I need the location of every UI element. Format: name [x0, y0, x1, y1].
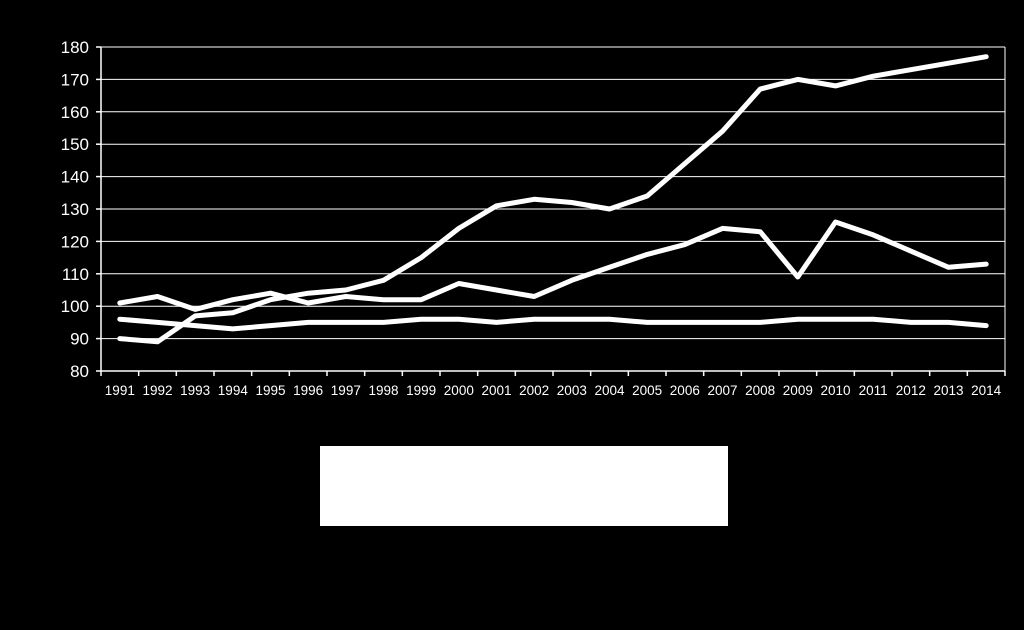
x-tick-label: 2012: [896, 383, 926, 398]
axes: [96, 46, 1006, 376]
x-tick-label: 2014: [971, 383, 1002, 398]
y-tick-label: 90: [70, 330, 89, 349]
x-tick-label: 1996: [293, 383, 323, 398]
y-tick-label: 170: [61, 70, 89, 89]
y-axis-tick-labels: 80 90 100 110 120 130 140 150 160 170 180: [61, 38, 89, 381]
x-tick-label: 1998: [368, 383, 398, 398]
x-tick-label: 2002: [519, 383, 549, 398]
x-tick-label: 2003: [557, 383, 587, 398]
x-tick-label: 2011: [859, 383, 888, 398]
y-tick-label: 130: [61, 200, 89, 219]
x-tick-label: 2007: [707, 383, 737, 398]
y-tick-label: 140: [61, 168, 89, 187]
x-tick-label: 2006: [670, 383, 700, 398]
y-tick-label: 120: [61, 232, 89, 251]
x-tick-label: 2008: [745, 383, 775, 398]
x-tick-label: 2010: [820, 383, 850, 398]
x-tick-label: 2009: [783, 383, 813, 398]
y-tick-label: 100: [61, 297, 89, 316]
x-tick-label: 1992: [142, 383, 172, 398]
x-tick-label: 2004: [594, 383, 625, 398]
x-tick-label: 2000: [444, 383, 474, 398]
series-line-2: [117, 219, 989, 312]
series-line-1: [117, 54, 989, 345]
y-tick-label: 150: [61, 135, 89, 154]
y-tick-label: 160: [61, 103, 89, 122]
y-tick-label: 80: [70, 362, 89, 381]
x-tick-label: 2001: [481, 383, 511, 398]
x-tick-label: 1995: [255, 383, 285, 398]
legend-box: [320, 446, 728, 526]
series-line-3: [117, 316, 989, 332]
gridlines: [101, 46, 1005, 340]
x-tick-label: 1993: [180, 383, 210, 398]
y-tick-label: 180: [61, 38, 89, 57]
x-tick-label: 1999: [406, 383, 436, 398]
x-tick-label: 2013: [933, 383, 963, 398]
x-axis-tick-labels: 1991 1992 1993 1994 1995 1996 1997 1998 1999 2000…: [105, 383, 1002, 398]
x-tick-label: 2005: [632, 383, 662, 398]
x-tick-label: 1997: [331, 383, 361, 398]
x-tick-label: 1994: [218, 383, 249, 398]
series-lines: [117, 54, 989, 345]
x-tick-label: 1991: [105, 383, 135, 398]
y-tick-label: 110: [62, 265, 89, 284]
